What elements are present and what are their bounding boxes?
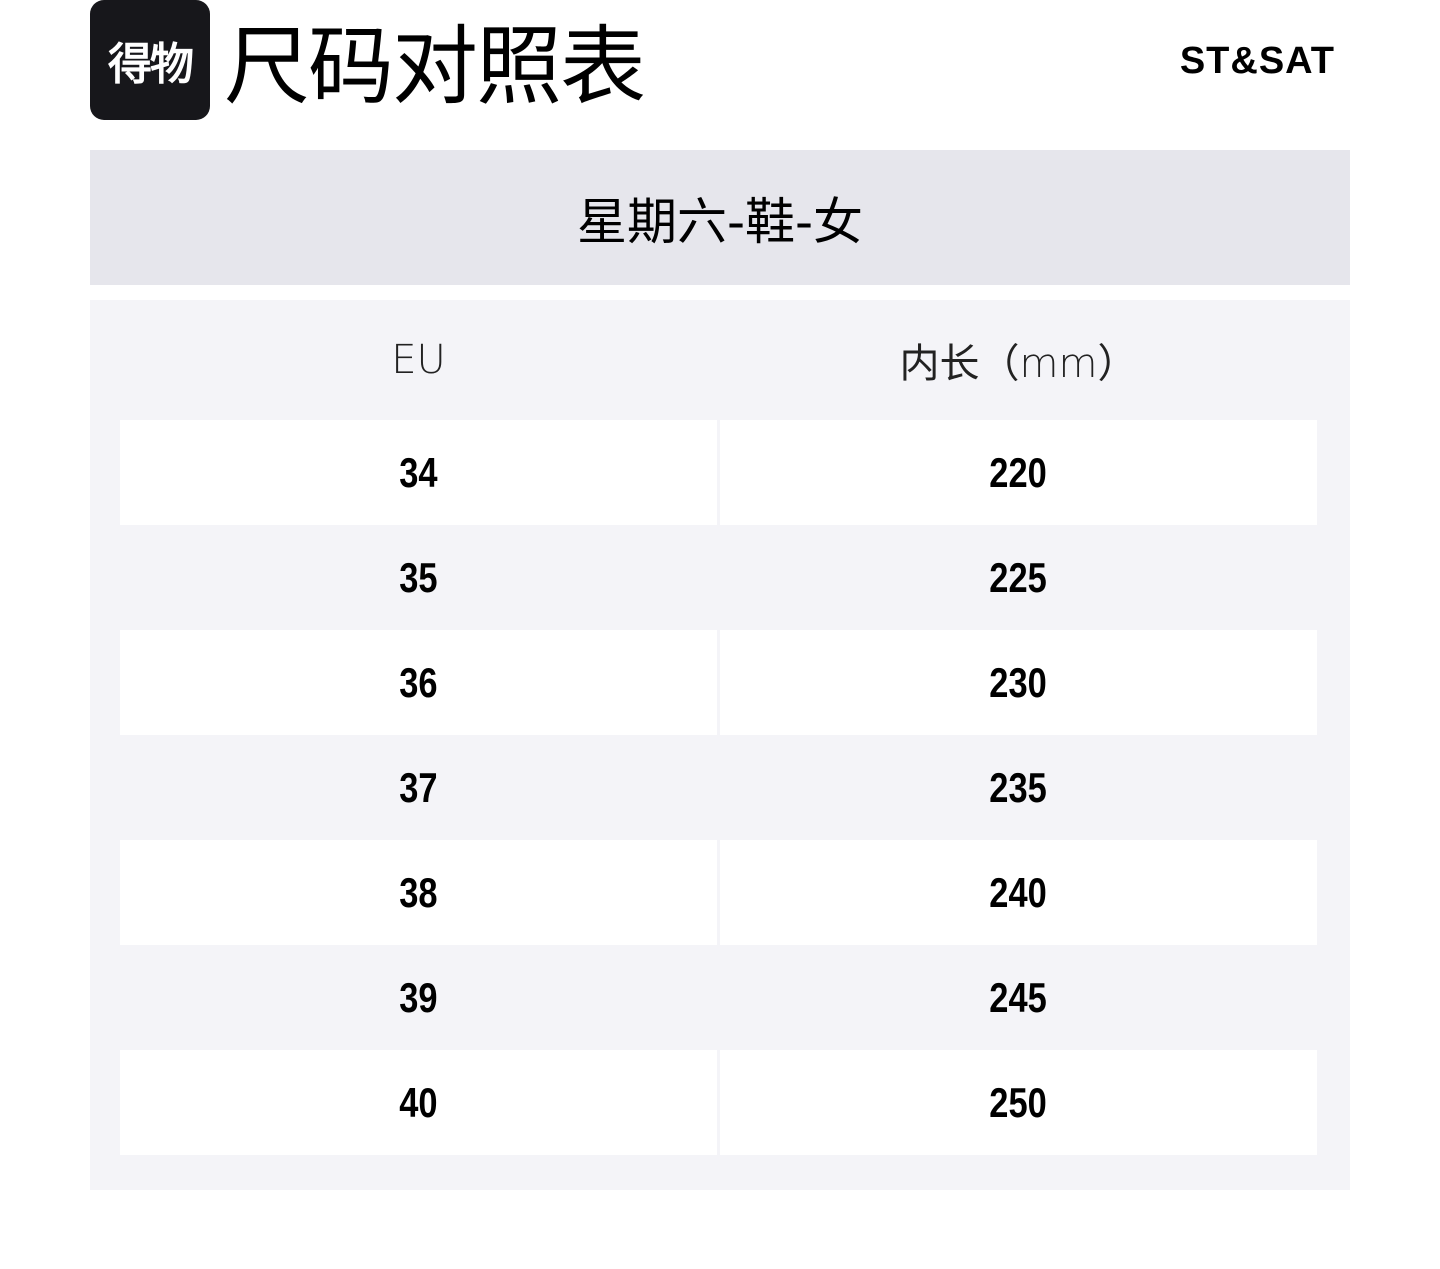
- table-row: 36 230: [120, 630, 1317, 735]
- length-cell: 235: [720, 735, 1317, 840]
- cell-value: 240: [989, 868, 1048, 916]
- eu-size-cell: 40: [120, 1050, 717, 1155]
- cell-value: 230: [989, 658, 1048, 706]
- table-row: 38 240: [120, 840, 1317, 945]
- column-header-eu: EU: [391, 337, 446, 383]
- table-row: 35 225: [120, 525, 1317, 630]
- category-label: 星期六-鞋-女: [576, 192, 864, 251]
- cell-value: 34: [399, 448, 438, 496]
- eu-size-cell: 34: [120, 420, 717, 525]
- eu-size-cell: 39: [120, 945, 717, 1050]
- page-title: 尺码对照表: [224, 17, 646, 117]
- length-cell: 250: [720, 1050, 1317, 1155]
- cell-value: 37: [399, 763, 438, 811]
- dewu-logo: 得物: [90, 0, 210, 120]
- eu-size-cell: 38: [120, 840, 717, 945]
- cell-value: 35: [399, 553, 438, 601]
- cell-value: 245: [989, 973, 1048, 1021]
- eu-size-cell: 37: [120, 735, 717, 840]
- length-cell: 230: [720, 630, 1317, 735]
- brand-name: ST&SAT: [1179, 40, 1335, 82]
- length-cell: 245: [720, 945, 1317, 1050]
- table-row: 39 245: [120, 945, 1317, 1050]
- table-row: 37 235: [120, 735, 1317, 840]
- category-banner: 星期六-鞋-女: [90, 150, 1350, 285]
- eu-size-cell: 35: [120, 525, 717, 630]
- length-cell: 225: [720, 525, 1317, 630]
- cell-value: 225: [989, 553, 1048, 601]
- length-cell: 220: [720, 420, 1317, 525]
- cell-value: 220: [989, 448, 1048, 496]
- column-header-length: 内长（mm）: [899, 341, 1138, 387]
- cell-value: 40: [399, 1078, 438, 1126]
- size-table: EU 内长（mm） 34 220 35 225 36 230 37 235 38 240 39 245…: [90, 300, 1350, 1190]
- cell-value: 39: [399, 973, 438, 1021]
- cell-value: 36: [399, 658, 438, 706]
- table-row: 40 250: [120, 1050, 1317, 1155]
- table-row: 34 220: [120, 420, 1317, 525]
- cell-value: 38: [399, 868, 438, 916]
- cell-value: 250: [989, 1078, 1048, 1126]
- cell-value: 235: [989, 763, 1048, 811]
- eu-size-cell: 36: [120, 630, 717, 735]
- length-cell: 240: [720, 840, 1317, 945]
